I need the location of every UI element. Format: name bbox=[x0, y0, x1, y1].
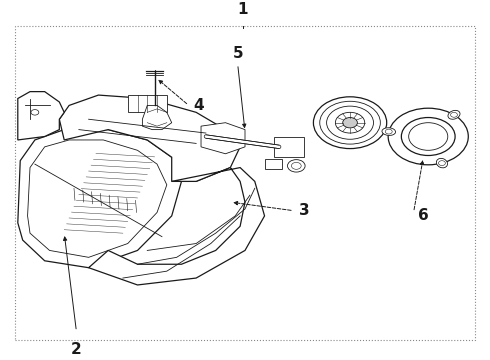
Circle shape bbox=[451, 112, 457, 117]
Circle shape bbox=[409, 123, 448, 150]
Text: 2: 2 bbox=[71, 342, 82, 357]
Text: 6: 6 bbox=[418, 208, 429, 224]
Polygon shape bbox=[18, 130, 181, 268]
Circle shape bbox=[320, 101, 380, 144]
Circle shape bbox=[401, 117, 455, 156]
Polygon shape bbox=[143, 105, 172, 130]
Circle shape bbox=[388, 108, 468, 165]
Polygon shape bbox=[128, 95, 167, 112]
Ellipse shape bbox=[382, 128, 395, 135]
Ellipse shape bbox=[448, 111, 460, 119]
Polygon shape bbox=[27, 140, 167, 257]
Circle shape bbox=[288, 159, 305, 172]
Polygon shape bbox=[274, 136, 304, 157]
Circle shape bbox=[31, 109, 39, 115]
Text: 5: 5 bbox=[232, 46, 243, 60]
Polygon shape bbox=[18, 92, 64, 140]
Ellipse shape bbox=[437, 158, 447, 168]
Circle shape bbox=[292, 162, 301, 169]
Polygon shape bbox=[89, 167, 265, 285]
Text: 4: 4 bbox=[194, 98, 204, 113]
Circle shape bbox=[385, 129, 392, 134]
Circle shape bbox=[314, 97, 387, 149]
Polygon shape bbox=[201, 123, 245, 154]
Circle shape bbox=[343, 117, 357, 128]
Text: 1: 1 bbox=[237, 3, 248, 17]
Circle shape bbox=[327, 106, 373, 139]
Circle shape bbox=[335, 112, 365, 133]
Circle shape bbox=[439, 161, 445, 166]
Polygon shape bbox=[265, 159, 282, 169]
Polygon shape bbox=[59, 95, 240, 181]
Text: 3: 3 bbox=[299, 203, 309, 218]
